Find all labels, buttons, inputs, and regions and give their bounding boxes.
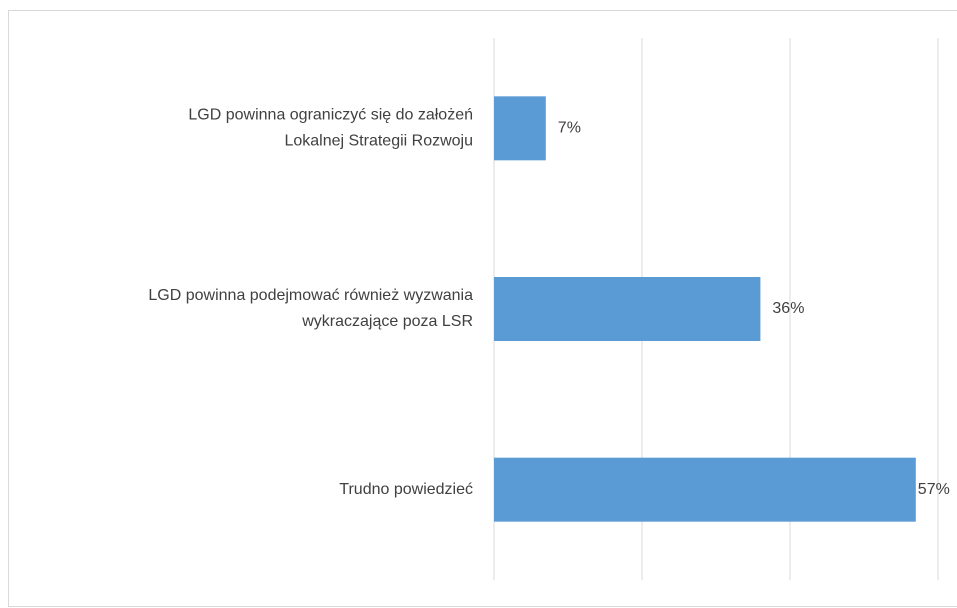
data-label: 57% — [918, 481, 950, 498]
category-label: LGD powinna podejmować również wyzwania — [148, 287, 473, 304]
category-label: Lokalnej Strategii Rozwoju — [284, 133, 473, 150]
category-label: LGD powinna ograniczyć się do założeń — [188, 107, 473, 124]
bar — [494, 96, 546, 161]
bar — [494, 457, 916, 522]
data-label: 36% — [772, 300, 804, 317]
data-label: 7% — [558, 120, 581, 137]
category-label: Trudno powiedzieć — [339, 481, 473, 498]
bar — [494, 277, 761, 341]
category-label: wykraczające poza LSR — [301, 313, 473, 330]
